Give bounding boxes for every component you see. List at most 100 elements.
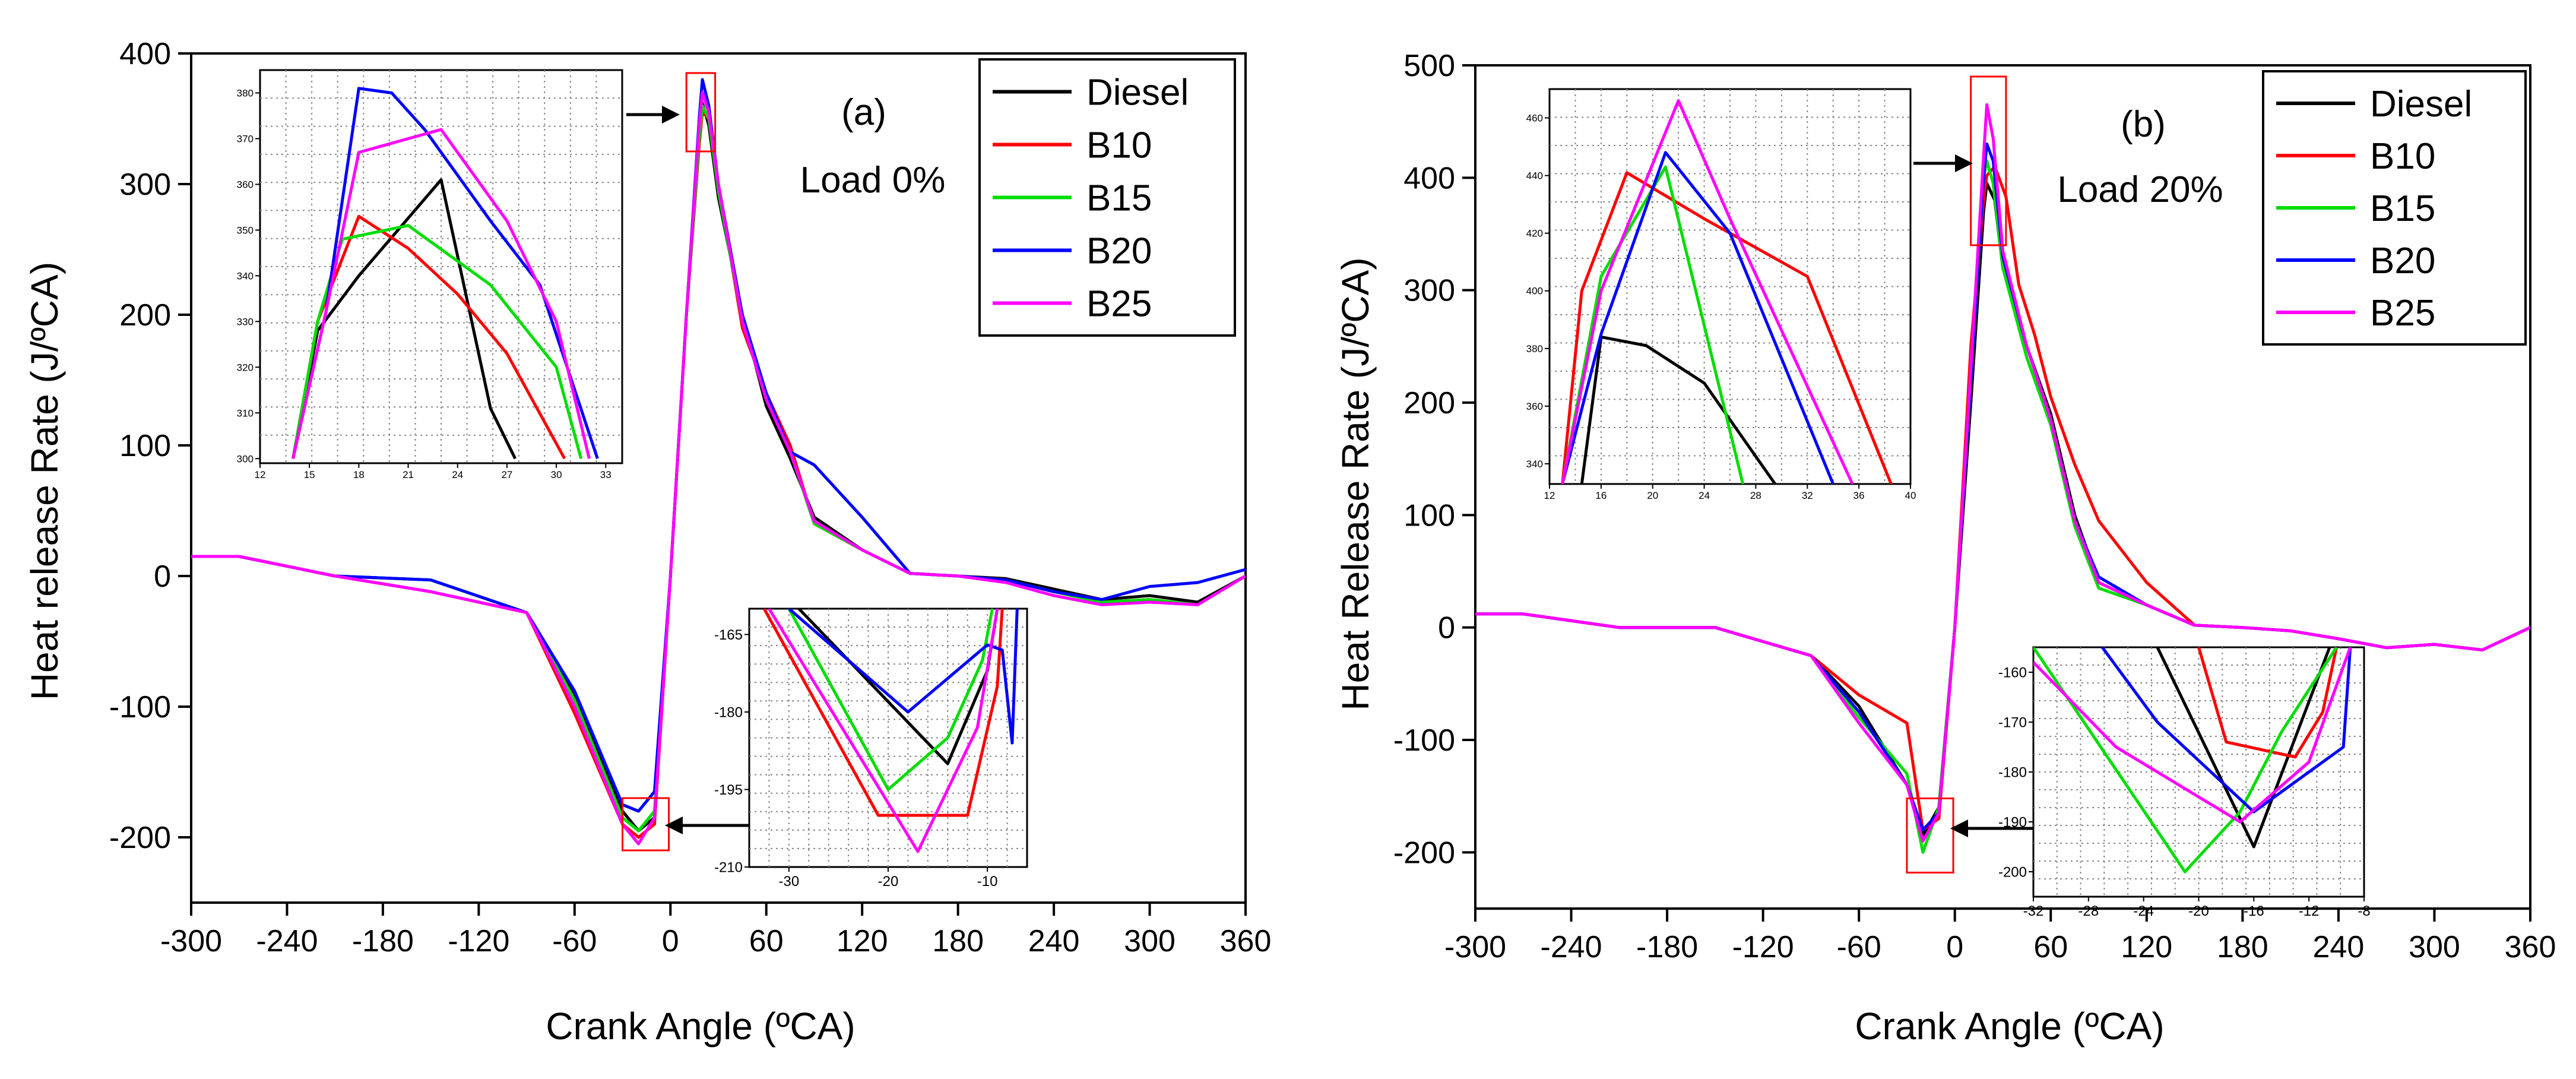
x-tick-label: -60 <box>552 924 597 958</box>
inset-series-line-b25 <box>291 128 591 459</box>
inset-x-tick-label: 30 <box>551 469 562 480</box>
legend-label: B20 <box>1086 231 1152 272</box>
inset-y-tick-label: 360 <box>237 179 254 190</box>
plot-frame <box>190 52 1247 904</box>
series-line-b25 <box>191 91 1246 846</box>
x-tick-label: 0 <box>662 924 679 958</box>
x-tick-label: 120 <box>837 924 888 958</box>
inset-x-tick-label: -16 <box>2244 903 2264 919</box>
y-tick-label: 400 <box>119 37 171 71</box>
panel-label: (a) <box>841 92 886 133</box>
inset-y-tick-label: 460 <box>1526 112 1543 124</box>
inset-plots: 12 15 18 21 24 27 30 33 300 310 320 330 340 350 360 370… <box>237 69 1028 890</box>
x-tick-label: -120 <box>448 924 509 958</box>
inset-series-line-b10 <box>1561 171 1893 484</box>
inset-grid <box>1550 89 1910 484</box>
inset-y-tick-label: 340 <box>237 270 254 281</box>
y-tick-label: 300 <box>119 167 171 202</box>
plot-frame <box>1474 64 2531 910</box>
y-tick-label: 200 <box>119 298 171 333</box>
x-tick-label: -300 <box>160 924 222 958</box>
inset-x-tick-label: 12 <box>1544 490 1555 501</box>
inset-y-tick-label: 320 <box>237 362 254 373</box>
inset-x-tick-label: 27 <box>501 469 512 480</box>
inset-y-tick-label: 300 <box>237 453 254 464</box>
inset-grid <box>260 70 622 463</box>
y-axis-label: Heat Release Rate (J/ºCA) <box>1334 257 1377 710</box>
inset-y-tick-label: 380 <box>1526 343 1543 355</box>
inset-x-tick-label: -10 <box>977 874 998 890</box>
inset-x-tick-label: 12 <box>255 469 266 480</box>
chart-panel-a: -300 -240 -180 -120 -60 0 60 120 180 240 300 360-20… <box>23 37 1271 1048</box>
y-tick-label: 200 <box>1403 386 1455 420</box>
plot-border <box>1474 64 2531 910</box>
x-axis-label: Crank Angle (ºCA) <box>546 1005 855 1048</box>
inset-x-tick-label: -8 <box>2358 903 2370 919</box>
inset-series-line-b20 <box>1561 151 1835 484</box>
plot-border <box>190 52 1247 904</box>
inset-series-line-b25 <box>2033 647 2352 824</box>
inset-y-tick-label: -195 <box>714 782 743 798</box>
x-tick-label: 360 <box>1220 924 1272 958</box>
inset-y-tick-label: 310 <box>237 407 254 419</box>
series-lines <box>191 78 1246 846</box>
x-tick-label: 0 <box>1946 930 1963 964</box>
x-tick-label: 240 <box>2313 930 2365 964</box>
legend: Diesel B10 B15 B20 B25 <box>2262 70 2527 346</box>
inset-x-tick-label: 36 <box>1853 490 1865 501</box>
inset-x-tick-label: -32 <box>2023 903 2044 919</box>
inset-x-tick-label: 32 <box>1802 490 1813 501</box>
axis-ticks: -300 -240 -180 -120 -60 0 60 120 180 240 300 360-20… <box>109 37 1271 958</box>
y-tick-label: -200 <box>109 821 171 855</box>
inset-plot: -30 -20 -10 -165 -180 -195 -210 <box>714 607 1028 890</box>
legend-label: Diesel <box>1086 72 1189 113</box>
inset-y-tick-label: -180 <box>714 704 743 720</box>
y-tick-label: -200 <box>1393 836 1455 870</box>
inset-series-line-b10 <box>762 609 1004 817</box>
legend: Diesel B10 B15 B20 B25 <box>978 58 1236 337</box>
inset-x-tick-label: 24 <box>452 469 463 480</box>
inset-y-tick-label: -160 <box>1998 665 2027 681</box>
y-tick-label: 500 <box>1403 49 1455 83</box>
y-tick-label: 400 <box>1403 161 1455 195</box>
inset-y-tick-label: -210 <box>714 859 743 875</box>
inset-x-tick-label: -20 <box>878 874 899 890</box>
x-tick-label: -240 <box>1541 930 1602 964</box>
x-tick-label: 60 <box>2033 930 2068 964</box>
x-tick-label: 120 <box>2121 930 2172 964</box>
inset-y-tick-label: -200 <box>1998 864 2027 880</box>
legend-label: B25 <box>1086 284 1152 325</box>
inset-x-tick-label: 15 <box>304 469 315 480</box>
x-tick-label: -60 <box>1837 930 1881 964</box>
y-tick-label: 100 <box>1403 498 1455 533</box>
y-axis-label: Heat release Rate (J/ºCA) <box>23 262 66 700</box>
axis-ticks: -300 -240 -180 -120 -60 0 60 120 180 240 300 360-20… <box>1393 49 2556 964</box>
legend-label: B20 <box>2370 241 2435 281</box>
inset-plot: 12 15 18 21 24 27 30 33 300 310 320 330 340 350 360 370… <box>237 69 623 480</box>
x-tick-label: -120 <box>1732 930 1794 964</box>
inset-series-line-b10 <box>2197 647 2339 759</box>
inset-x-tick-label: -30 <box>779 874 800 890</box>
x-tick-label: 180 <box>2217 930 2268 964</box>
x-tick-label: 60 <box>749 924 784 958</box>
inset-y-tick-label: 340 <box>1526 458 1543 470</box>
legend-label: B15 <box>1086 178 1152 219</box>
load-annotation: Load 20% <box>2057 169 2223 210</box>
inset-x-tick-label: 28 <box>1750 490 1761 501</box>
inset-plot: -32 -28 -24 -20 -16 -12 -8-160-170-180-190-200 <box>1998 646 2371 919</box>
zoom-callouts <box>1906 75 2033 874</box>
inset-x-tick-label: 16 <box>1595 490 1607 501</box>
inset-y-tick-label: 360 <box>1526 401 1543 412</box>
y-tick-label: 100 <box>119 429 171 463</box>
inset-plot: 12 16 20 24 28 32 36 40 340 360 380 400 420 440 460 <box>1526 88 1916 501</box>
inset-y-tick-label: 370 <box>237 133 254 144</box>
inset-y-tick-label: 400 <box>1526 286 1543 297</box>
x-axis-label: Crank Angle (ºCA) <box>1855 1005 2164 1048</box>
load-annotation: Load 0% <box>800 160 946 201</box>
x-tick-label: -300 <box>1444 930 1506 964</box>
inset-y-tick-label: -170 <box>1998 714 2027 730</box>
inset-series-line-diesel <box>2156 647 2331 849</box>
inset-series-line-b20 <box>2100 647 2352 814</box>
inset-grid <box>2033 647 2364 897</box>
